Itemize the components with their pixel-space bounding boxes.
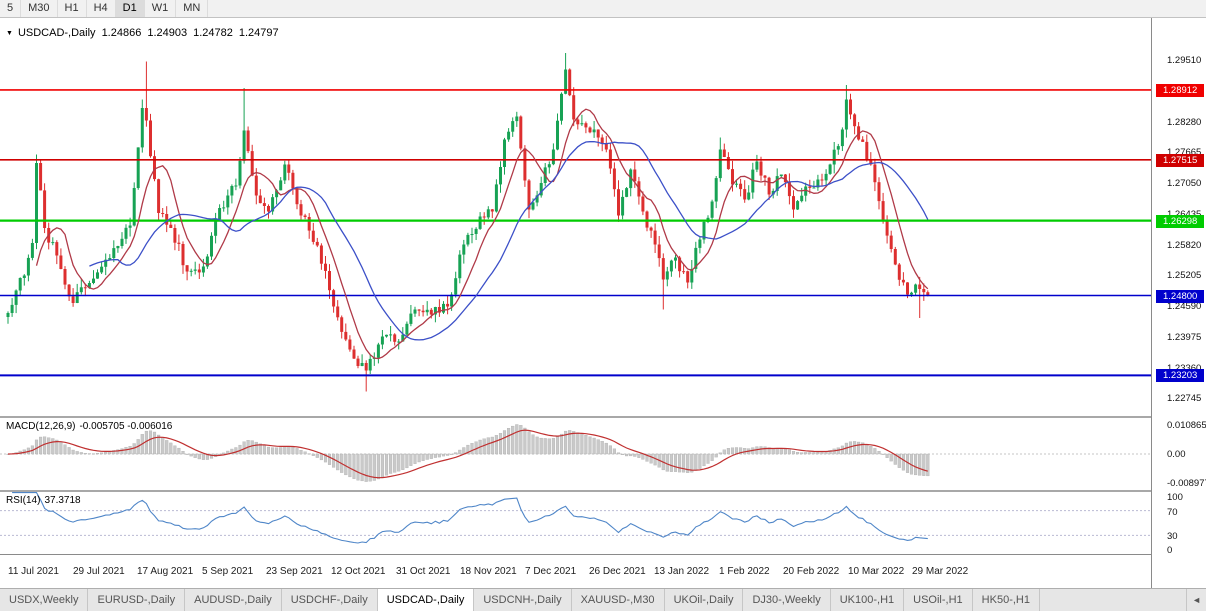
price-level-badge: 1.24800 — [1156, 290, 1204, 303]
chart-tab-eurusd-daily[interactable]: EURUSD-,Daily — [88, 589, 186, 611]
date-axis-tick: 11 Jul 2021 — [8, 566, 59, 577]
tabbar-scroll-left-icon[interactable]: ◄ — [1186, 589, 1206, 611]
date-axis-tick: 10 Mar 2022 — [848, 566, 905, 577]
ohlc-open: 1.24866 — [101, 27, 142, 39]
chart-tabbar: USDX,Weekly EURUSD-,Daily AUDUSD-,Daily USD… — [0, 588, 1206, 611]
price-axis-tick: 1.25820 — [1167, 240, 1202, 251]
date-axis-tick: 17 Aug 2021 — [137, 566, 194, 577]
price-axis-tick: 1.23360 — [1167, 363, 1201, 374]
date-axis-tick: 29 Jul 2021 — [73, 566, 125, 577]
price-chart-pane[interactable]: ▼ USDCAD-,Daily 1.24866 1.24903 1.24782 … — [0, 18, 1151, 416]
rsi-axis-label: 30 — [1167, 531, 1178, 542]
rsi-axis-label: 70 — [1167, 507, 1178, 518]
date-axis-tick: 31 Oct 2021 — [396, 566, 451, 577]
rsi-axis-label: 0 — [1167, 545, 1173, 556]
rsi-label: RSI(14) 37.3718 — [6, 495, 81, 506]
macd-chart-svg[interactable] — [0, 418, 1151, 490]
date-axis-tick: 5 Sep 2021 — [202, 566, 254, 577]
price-axis-tick: 1.29510 — [1167, 55, 1202, 66]
date-axis-tick: 7 Dec 2021 — [525, 566, 577, 577]
timeframe-button-m30[interactable]: M30 — [21, 0, 58, 17]
date-axis-tick: 29 Mar 2022 — [912, 566, 969, 577]
pane-splitter[interactable] — [0, 490, 1151, 492]
price-level-badge: 1.23203 — [1156, 369, 1204, 382]
chart-workspace: ▼ USDCAD-,Daily 1.24866 1.24903 1.24782 … — [0, 18, 1206, 588]
macd-label: MACD(12,26,9) -0.005705 -0.006016 — [6, 421, 173, 432]
chart-tab-audusd-daily[interactable]: AUDUSD-,Daily — [185, 589, 282, 611]
macd-values: -0.005705 -0.006016 — [79, 421, 173, 432]
price-level-badge: 1.27515 — [1156, 154, 1204, 167]
timeframe-button-5[interactable]: 5 — [0, 0, 22, 17]
macd-indicator-pane[interactable]: MACD(12,26,9) -0.005705 -0.006016 — [0, 418, 1151, 490]
price-axis-tick: 1.22745 — [1167, 393, 1202, 404]
chart-tab-usdcnh-daily[interactable]: USDCNH-,Daily — [474, 589, 572, 611]
chart-tab-uk100-h1[interactable]: UK100-,H1 — [831, 589, 905, 611]
price-axis-tick: 1.27050 — [1167, 178, 1202, 189]
date-axis-tick: 18 Nov 2021 — [460, 566, 517, 577]
price-axis-tick: 1.23975 — [1167, 332, 1202, 343]
pane-splitter[interactable] — [0, 416, 1151, 418]
chart-tab-dj30-weekly[interactable]: DJ30-,Weekly — [743, 589, 831, 611]
date-axis-tick: 13 Jan 2022 — [654, 566, 710, 577]
chart-tab-usdcad-daily[interactable]: USDCAD-,Daily — [377, 589, 475, 611]
macd-axis-label: 0.010865 — [1167, 420, 1206, 431]
rsi-indicator-pane[interactable]: RSI(14) 37.3718 — [0, 492, 1151, 554]
price-axis[interactable]: 1.29510 1.28280 1.27665 1.27050 1.26435 1.258… — [1152, 18, 1206, 588]
chart-ohlc-readout: ▼ USDCAD-,Daily 1.24866 1.24903 1.24782 … — [6, 27, 279, 39]
price-axis-tick: 1.25205 — [1167, 270, 1202, 281]
chart-tab-usdchf-daily[interactable]: USDCHF-,Daily — [282, 589, 378, 611]
date-axis[interactable]: 11 Jul 2021 29 Jul 2021 17 Aug 2021 5 Sep 2… — [0, 554, 1151, 588]
date-axis-tick: 20 Feb 2022 — [783, 566, 840, 577]
rsi-chart-svg[interactable] — [0, 492, 1151, 554]
date-axis-tick: 23 Sep 2021 — [266, 566, 323, 577]
price-level-badge: 1.26298 — [1156, 215, 1204, 228]
timeframe-button-h1[interactable]: H1 — [58, 0, 87, 17]
ohlc-close: 1.24797 — [238, 27, 279, 39]
chart-tab-usdx-weekly[interactable]: USDX,Weekly — [0, 589, 89, 611]
chart-tab-xauusd-m30[interactable]: XAUUSD-,M30 — [572, 589, 665, 611]
timeframe-button-h4[interactable]: H4 — [87, 0, 116, 17]
chart-panes: ▼ USDCAD-,Daily 1.24866 1.24903 1.24782 … — [0, 18, 1152, 588]
timeframe-toolbar: 5 M30 H1 H4 D1 W1 MN — [0, 0, 1206, 18]
price-level-badge: 1.28912 — [1156, 84, 1204, 97]
chart-tab-usoil-h1[interactable]: USOil-,H1 — [904, 589, 973, 611]
price-axis-tick: 1.26435 — [1167, 209, 1201, 220]
rsi-axis-label: 100 — [1167, 492, 1183, 503]
date-axis-tick: 1 Feb 2022 — [719, 566, 770, 577]
timeframe-button-mn[interactable]: MN — [176, 0, 209, 17]
timeframe-button-d1[interactable]: D1 — [115, 0, 145, 17]
price-axis-tick: 1.27665 — [1167, 147, 1202, 158]
chart-tab-hk50-h1[interactable]: HK50-,H1 — [973, 589, 1040, 611]
date-axis-tick: 26 Dec 2021 — [589, 566, 646, 577]
chart-symbol-label: USDCAD-,Daily — [17, 27, 96, 39]
candlestick-chart-svg[interactable] — [0, 18, 1151, 416]
chart-tab-ukoil-daily[interactable]: UKOil-,Daily — [665, 589, 744, 611]
ohlc-high: 1.24903 — [147, 27, 188, 39]
rsi-value: 37.3718 — [44, 495, 81, 506]
date-axis-tick: 12 Oct 2021 — [331, 566, 386, 577]
timeframe-button-w1[interactable]: W1 — [145, 0, 177, 17]
ohlc-low: 1.24782 — [193, 27, 233, 39]
macd-axis-label: -0.008977 — [1167, 478, 1206, 489]
collapse-triangle-icon[interactable]: ▼ — [6, 29, 13, 37]
macd-axis-label: 0.00 — [1167, 449, 1186, 460]
price-axis-tick: 1.24590 — [1167, 301, 1202, 312]
price-axis-tick: 1.28280 — [1167, 117, 1202, 128]
